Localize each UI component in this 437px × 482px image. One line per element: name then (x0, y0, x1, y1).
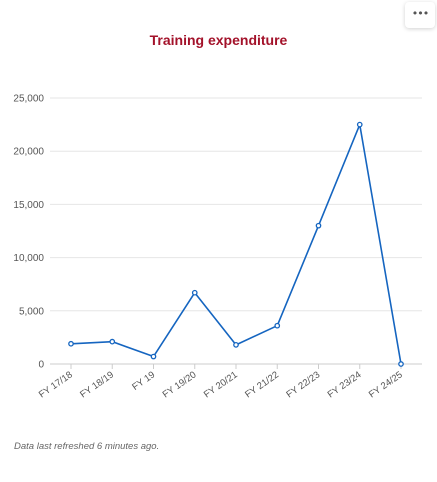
data-point (109, 338, 116, 345)
data-point (191, 289, 198, 296)
y-tick-label: 15,000 (13, 200, 44, 211)
series-line (70, 123, 402, 365)
data-point (274, 322, 281, 329)
series-layer (68, 121, 404, 367)
x-tick-label: FY 22/23 (284, 369, 322, 400)
x-tick-label: FY 24/25 (367, 369, 405, 400)
data-point (68, 340, 74, 347)
x-tick-label: FY 19/20 (161, 369, 199, 400)
chart-title: Training expenditure (149, 32, 288, 48)
y-tick-label: 25,000 (13, 94, 44, 105)
data-point (233, 341, 239, 348)
y-tick-label: 10,000 (13, 253, 44, 264)
data-point (398, 361, 404, 367)
x-tick-label: FY 18/19 (78, 369, 116, 400)
x-tick-label: FY 17/18 (37, 369, 75, 400)
data-point (150, 353, 157, 360)
y-tick-label: 0 (38, 360, 44, 371)
data-point (356, 121, 363, 128)
data-point (315, 222, 322, 229)
more-horizontal-icon: ••• (411, 7, 429, 20)
grid-lines (50, 97, 422, 312)
x-axis-ticks: FY 17/18 FY 18/19 FY 19 FY 19/20 FY 20/21 FY … (37, 364, 405, 400)
x-tick-label: FY 23/24 (326, 369, 364, 400)
data-refresh-note: Data last refreshed 6 minutes ago. (14, 441, 160, 452)
y-tick-label: 20,000 (13, 147, 44, 158)
y-axis-ticks: 0 5,000 10,000 15,000 20,000 25,000 (13, 94, 44, 371)
chart-menu-button[interactable]: ••• (405, 2, 435, 28)
x-tick-label: FY 21/22 (243, 369, 281, 400)
x-tick-label: FY 19 (130, 369, 157, 392)
x-tick-label: FY 20/21 (202, 369, 240, 400)
y-tick-label: 5,000 (19, 306, 44, 317)
